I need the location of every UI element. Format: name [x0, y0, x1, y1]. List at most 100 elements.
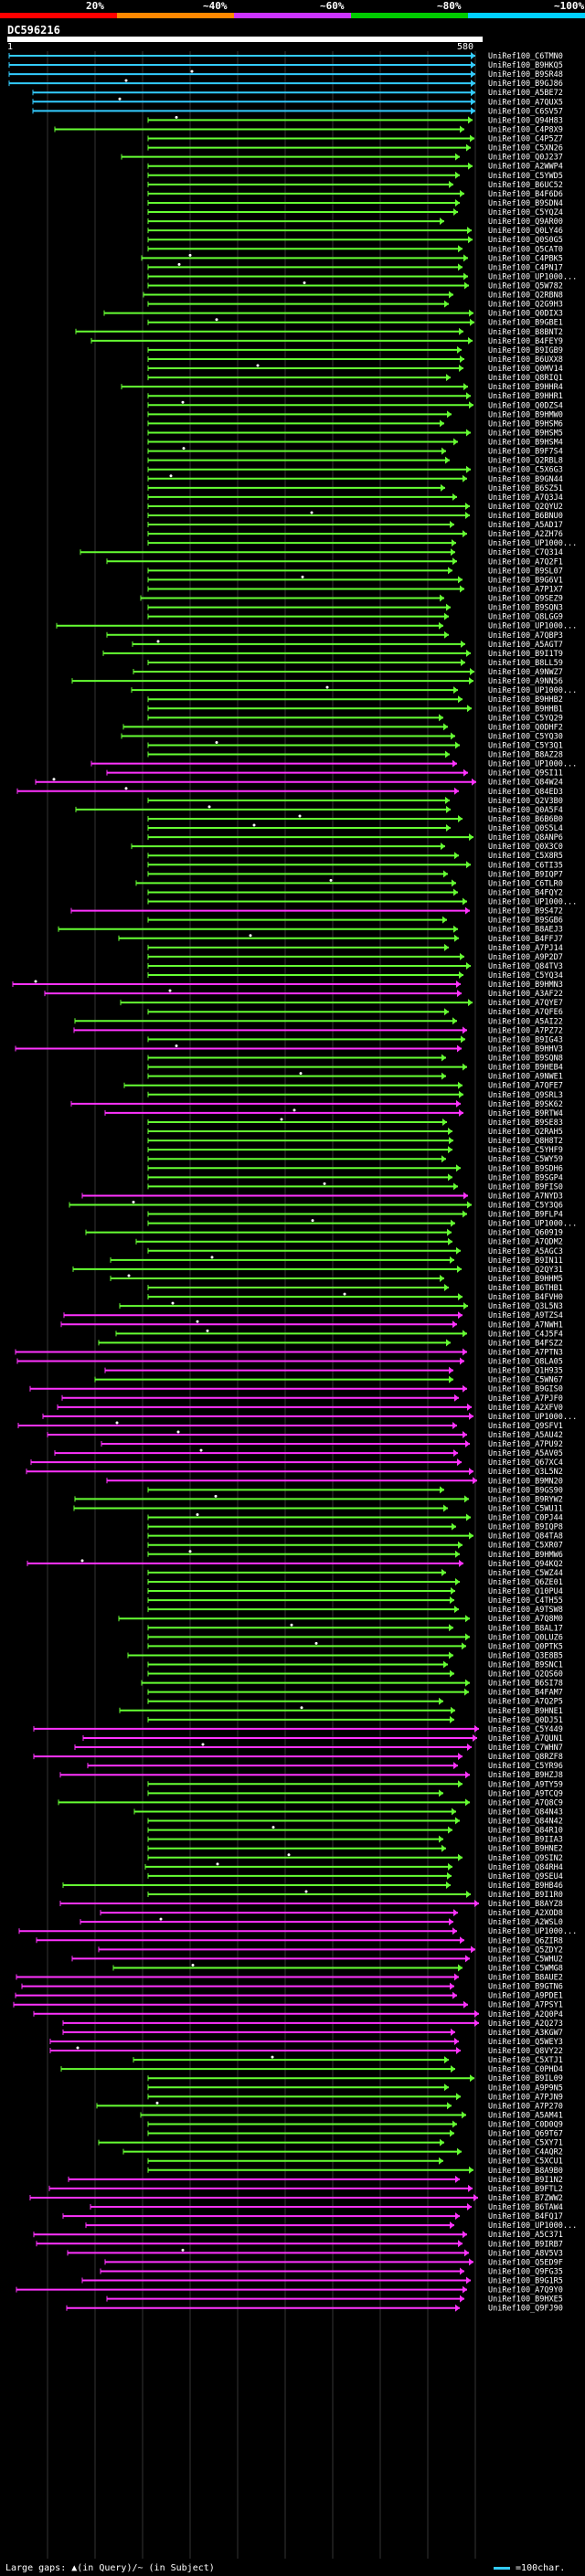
- hit-label[interactable]: UniRef100_B9FIS0: [488, 1182, 563, 1192]
- hit-row[interactable]: UniRef100_B9HHM5: [110, 1274, 563, 1284]
- hit-label[interactable]: UniRef100_C5X6G3: [488, 466, 563, 475]
- hit-label[interactable]: UniRef100_B9HHB1: [488, 705, 563, 714]
- hit-label[interactable]: UniRef100_Q9FJ90: [488, 2305, 563, 2314]
- hit-label[interactable]: UniRef100_A5BE72: [488, 89, 563, 98]
- hit-label[interactable]: UniRef100_Q84N43: [488, 1807, 563, 1817]
- hit-row[interactable]: UniRef100_A2Q0P4: [33, 2009, 563, 2019]
- hit-row[interactable]: UniRef100_B9HMW6: [147, 1550, 563, 1560]
- hit-row[interactable]: UniRef100_B9GIS0: [29, 1384, 563, 1394]
- hit-label[interactable]: UniRef100_C5YQ34: [488, 971, 563, 981]
- hit-label[interactable]: UniRef100_B9GN44: [488, 475, 563, 484]
- hit-row[interactable]: UniRef100_Q69T67: [147, 2129, 563, 2139]
- hit-label[interactable]: UniRef100_Q2QYU2: [488, 503, 563, 512]
- hit-row[interactable]: UniRef100_B9FLP4: [147, 1210, 563, 1220]
- hit-label[interactable]: UniRef100_A7QFE6: [488, 1008, 563, 1017]
- hit-row[interactable]: UniRef100_A2XOD8: [100, 1909, 563, 1918]
- hit-row[interactable]: UniRef100_C0PJ44: [147, 1513, 563, 1523]
- hit-label[interactable]: UniRef100_B6THB1: [488, 1284, 563, 1293]
- hit-label[interactable]: UniRef100_B9S472: [488, 907, 563, 917]
- hit-label[interactable]: UniRef100_A3AF22: [488, 990, 563, 999]
- hit-row[interactable]: UniRef100_B7ZWW2: [29, 2193, 563, 2203]
- hit-row[interactable]: UniRef100_Q0MV14: [147, 364, 563, 375]
- hit-label[interactable]: UniRef100_B9HHV3: [488, 1044, 563, 1054]
- hit-row[interactable]: UniRef100_B9F7S4: [147, 447, 563, 457]
- hit-label[interactable]: UniRef100_C5YHF9: [488, 1146, 563, 1155]
- hit-label[interactable]: UniRef100_B9HNE1: [488, 1707, 563, 1716]
- hit-row[interactable]: UniRef100_C4J5F4: [115, 1329, 563, 1340]
- hit-label[interactable]: UniRef100_Q5ZDY2: [488, 1945, 563, 1955]
- hit-label[interactable]: UniRef100_A9TZS4: [488, 1311, 563, 1320]
- hit-row[interactable]: UniRef100_A5AM41: [140, 2111, 563, 2120]
- hit-label[interactable]: UniRef100_B9GS90: [488, 1486, 563, 1495]
- hit-label[interactable]: UniRef100_Q2G9H3: [488, 301, 563, 310]
- hit-row[interactable]: UniRef100_B9IG43: [147, 1035, 563, 1044]
- hit-row[interactable]: UniRef100_B8AZ28: [147, 750, 563, 760]
- hit-row[interactable]: UniRef100_A5AI22: [74, 1017, 563, 1026]
- hit-row[interactable]: UniRef100_A7QFE6: [147, 1008, 563, 1017]
- hit-label[interactable]: UniRef100_A2WWP4: [488, 163, 563, 172]
- hit-row[interactable]: UniRef100_B9HB46: [62, 1881, 563, 1891]
- hit-label[interactable]: UniRef100_Q2RBL8: [488, 457, 563, 466]
- hit-row[interactable]: UniRef100_B4F6D6: [147, 189, 563, 199]
- hit-row[interactable]: UniRef100_B9MN20: [106, 1477, 563, 1486]
- hit-label[interactable]: UniRef100_A5C371: [488, 2231, 563, 2240]
- hit-label[interactable]: UniRef100_A7QFE7: [488, 1082, 563, 1091]
- hit-row[interactable]: UniRef100_B9I1N2: [68, 2175, 563, 2185]
- hit-label[interactable]: UniRef100_B9IG43: [488, 1035, 563, 1044]
- hit-label[interactable]: UniRef100_Q94H83: [488, 116, 563, 125]
- hit-label[interactable]: UniRef100_C4AQR2: [488, 2148, 563, 2157]
- hit-label[interactable]: UniRef100_Q6ZE01: [488, 1578, 563, 1587]
- hit-label[interactable]: UniRef100_C5YWD5: [488, 172, 563, 181]
- hit-row[interactable]: UniRef100_A7PSY1: [13, 2000, 563, 2010]
- hit-row[interactable]: UniRef100_B9IIA3: [147, 1835, 563, 1845]
- hit-label[interactable]: UniRef100_Q0DZS4: [488, 401, 563, 410]
- hit-label[interactable]: UniRef100_B9SE83: [488, 1118, 563, 1128]
- hit-label[interactable]: UniRef100_B9IQP7: [488, 870, 563, 879]
- hit-row[interactable]: UniRef100_B9HHV3: [15, 1044, 563, 1055]
- hit-row[interactable]: UniRef100_Q2G9H3: [147, 300, 563, 310]
- hit-label[interactable]: UniRef100_B9IRB7: [488, 2240, 563, 2249]
- hit-label[interactable]: UniRef100_B9HMW0: [488, 410, 563, 419]
- hit-row[interactable]: UniRef100_Q8RIQ1: [147, 374, 563, 383]
- hit-row[interactable]: UniRef100_A7QYE7: [120, 999, 563, 1008]
- hit-row[interactable]: UniRef100_C5YHF9: [147, 1146, 563, 1155]
- hit-label[interactable]: UniRef100_A5AV05: [488, 1449, 563, 1458]
- hit-row[interactable]: UniRef100_Q5WEY3: [49, 2037, 563, 2047]
- hit-label[interactable]: UniRef100_A7Q8M0: [488, 1615, 563, 1624]
- hit-row[interactable]: UniRef100_Q0J237: [121, 153, 563, 163]
- hit-row[interactable]: UniRef100_C5YQZ4: [147, 208, 563, 217]
- hit-row[interactable]: UniRef100_Q84TV3: [147, 961, 563, 971]
- hit-label[interactable]: UniRef100_A8V5V3: [488, 2249, 563, 2258]
- hit-label[interactable]: UniRef100_C6SV57: [488, 107, 563, 116]
- hit-label[interactable]: UniRef100_C5WU11: [488, 1504, 563, 1513]
- hit-row[interactable]: UniRef100_B9IN11: [110, 1256, 563, 1266]
- hit-row[interactable]: UniRef100_C5X8R5: [147, 852, 563, 861]
- hit-row[interactable]: UniRef100_Q8LA05: [16, 1357, 563, 1367]
- hit-label[interactable]: UniRef100_B9HHR1: [488, 392, 563, 401]
- hit-label[interactable]: UniRef100_C4PN17: [488, 263, 563, 272]
- hit-row[interactable]: UniRef100_A7P1X7: [147, 585, 563, 594]
- hit-label[interactable]: UniRef100_B9SGB6: [488, 917, 563, 926]
- hit-label[interactable]: UniRef100_Q5CAT0: [488, 245, 563, 254]
- hit-label[interactable]: UniRef100_Q9SI11: [488, 769, 563, 779]
- hit-label[interactable]: UniRef100_B9HHM5: [488, 1275, 563, 1284]
- hit-row[interactable]: UniRef100_B9HMN3: [12, 980, 563, 991]
- hit-row[interactable]: UniRef100_B9S472: [70, 906, 563, 917]
- hit-row[interactable]: UniRef100_Q5CAT0: [147, 245, 563, 254]
- hit-label[interactable]: UniRef100_UP1000...: [488, 1413, 577, 1422]
- hit-label[interactable]: UniRef100_UP1000...: [488, 760, 577, 769]
- hit-row[interactable]: UniRef100_Q8VY22: [49, 2046, 563, 2057]
- hit-row[interactable]: UniRef100_Q84ED3: [16, 787, 563, 797]
- hit-label[interactable]: UniRef100_Q0DIX3: [488, 310, 563, 319]
- hit-row[interactable]: UniRef100_A9PDE1: [15, 1991, 563, 2001]
- hit-label[interactable]: UniRef100_Q2V3B0: [488, 797, 563, 806]
- hit-label[interactable]: UniRef100_C4J5F4: [488, 1330, 563, 1339]
- hit-row[interactable]: UniRef100_C5Y449: [33, 1724, 563, 1734]
- hit-row[interactable]: UniRef100_Q9SEZ9: [140, 594, 563, 604]
- hit-label[interactable]: UniRef100_C4P8X9: [488, 125, 563, 134]
- hit-label[interactable]: UniRef100_Q0DHF2: [488, 723, 563, 732]
- hit-row[interactable]: UniRef100_B6UXX8: [147, 355, 563, 365]
- hit-label[interactable]: UniRef100_B9HSM4: [488, 439, 563, 448]
- hit-row[interactable]: UniRef100_B9SQN3: [147, 603, 563, 613]
- hit-row[interactable]: UniRef100_Q3E8B5: [127, 1651, 563, 1660]
